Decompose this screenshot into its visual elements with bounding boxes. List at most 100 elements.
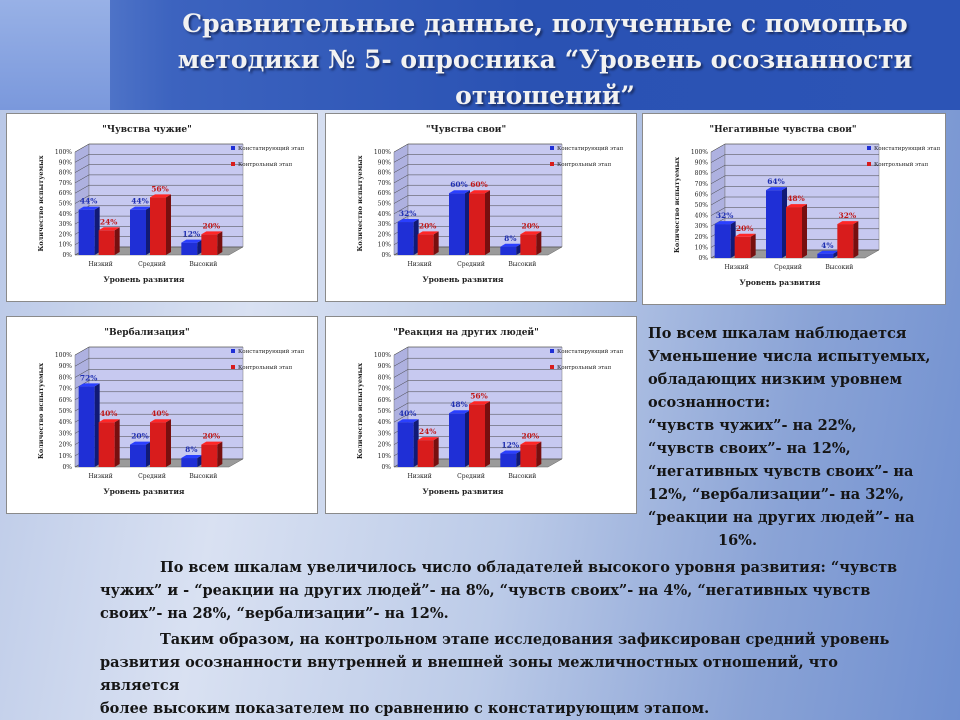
y-tick-label: 100% <box>55 352 72 359</box>
bar-front <box>417 234 434 255</box>
data-label: 20% <box>203 221 221 230</box>
y-tick-label: 50% <box>59 408 73 415</box>
bar-front <box>78 209 95 255</box>
data-label: 72% <box>80 373 98 382</box>
y-tick-label: 30% <box>378 221 392 228</box>
gridline <box>710 196 879 206</box>
bar-top <box>714 221 736 225</box>
gridline <box>74 346 243 356</box>
bar-side <box>166 194 171 255</box>
bar-front <box>449 413 465 467</box>
bar-side <box>433 437 439 467</box>
legend-label: Констатирующий этап <box>557 349 623 355</box>
bar-top <box>766 187 787 191</box>
gridline <box>74 195 243 204</box>
bar-side <box>197 239 203 255</box>
chart-title: "Чувства чужие" <box>102 125 192 135</box>
data-label: 48% <box>787 194 805 203</box>
x-tick-label: Высокий <box>189 261 217 268</box>
legend-swatch <box>550 349 554 353</box>
chart-title: "Чувства свои" <box>426 125 506 135</box>
bar-top <box>181 455 203 459</box>
bar <box>397 219 419 255</box>
y-tick-label: 40% <box>378 419 392 426</box>
bar-side <box>782 187 787 258</box>
bar-top <box>817 250 839 254</box>
gridline <box>710 186 879 195</box>
legend-label: Контрольный этап <box>874 162 928 168</box>
bar-top <box>130 206 151 210</box>
bar-side <box>465 410 470 467</box>
x-axis-label: Уровень развития <box>740 278 821 287</box>
bar <box>181 455 203 467</box>
bar <box>150 194 171 255</box>
y-tick-label: 60% <box>695 191 709 198</box>
legend-label: Констатирующий этап <box>874 146 940 152</box>
bar <box>78 206 100 255</box>
x-tick-label: Высокий <box>189 473 217 480</box>
y-tick-label: 80% <box>695 170 709 177</box>
bar-top <box>397 419 419 423</box>
bar-front <box>786 207 802 258</box>
bar-top <box>449 410 470 414</box>
y-tick-label: 40% <box>695 213 709 220</box>
y-tick-label: 40% <box>378 211 392 218</box>
para2-line: более высоким показателем по сравнению с… <box>100 700 710 717</box>
bar <box>449 410 470 467</box>
data-label: 44% <box>131 197 149 206</box>
legend-swatch <box>550 365 554 369</box>
para1-line: По всем шкалам увеличилось число обладат… <box>160 559 898 576</box>
data-label: 32% <box>399 209 417 218</box>
legend-label: Контрольный этап <box>557 365 611 371</box>
note-line: обладающих низким уровнем <box>648 371 903 388</box>
bar <box>520 441 542 467</box>
bar-front <box>397 422 414 467</box>
note-line: 12%, “вербализации”- на 32%, <box>648 486 905 503</box>
y-tick-label: 60% <box>59 190 73 197</box>
legend-label: Контрольный этап <box>238 162 292 168</box>
gridline <box>393 391 562 401</box>
data-label: 20% <box>522 221 540 230</box>
bar-front <box>520 234 537 255</box>
data-label: 40% <box>100 409 118 418</box>
bar-top <box>150 419 171 423</box>
x-tick-label: Низкий <box>89 261 113 268</box>
bar-front <box>98 230 115 255</box>
bar-side <box>114 227 120 255</box>
y-tick-label: 70% <box>59 386 73 393</box>
bar <box>837 221 859 258</box>
bar-front <box>78 386 95 467</box>
data-label: 56% <box>151 184 169 193</box>
chart-svg: "Вербализация" 0% 10% 20% 30% 40% 50% 60% 70% 80%… <box>37 327 304 496</box>
para1-line: чужих” и - “реакции на других людей”- на… <box>100 582 871 599</box>
bar-front <box>150 422 166 467</box>
bar-front <box>817 253 834 258</box>
bar-front <box>150 197 166 255</box>
title-band-accent <box>0 0 110 110</box>
bar <box>766 187 787 258</box>
bar-side <box>536 441 542 467</box>
bar-side <box>197 455 203 467</box>
bar <box>817 250 839 258</box>
data-label: 20% <box>736 224 754 233</box>
gridline <box>393 402 562 412</box>
data-label: 44% <box>80 197 98 206</box>
bar-front <box>130 209 146 255</box>
bar-front <box>397 222 414 255</box>
bar-top <box>201 441 223 445</box>
gridline <box>393 143 562 153</box>
bar-top <box>500 450 522 454</box>
gridline <box>710 164 879 174</box>
y-tick-label: 50% <box>378 201 392 208</box>
slide-title-line: Сравнительные данные, полученные с помощ… <box>182 9 908 38</box>
y-tick-label: 20% <box>378 442 392 449</box>
y-tick-label: 100% <box>691 149 708 156</box>
chart-svg: "Реакция на других людей" 0% 10% 20% 30% 40% 5… <box>356 327 623 496</box>
note-line: “негативных чувств своих”- на <box>648 463 914 480</box>
bar <box>786 204 807 258</box>
bar <box>449 190 470 255</box>
note-line: “чувств чужих”- на 22%, <box>648 417 857 434</box>
y-tick-label: 30% <box>378 430 392 437</box>
legend-swatch <box>231 162 235 166</box>
y-tick-label: 40% <box>59 419 73 426</box>
